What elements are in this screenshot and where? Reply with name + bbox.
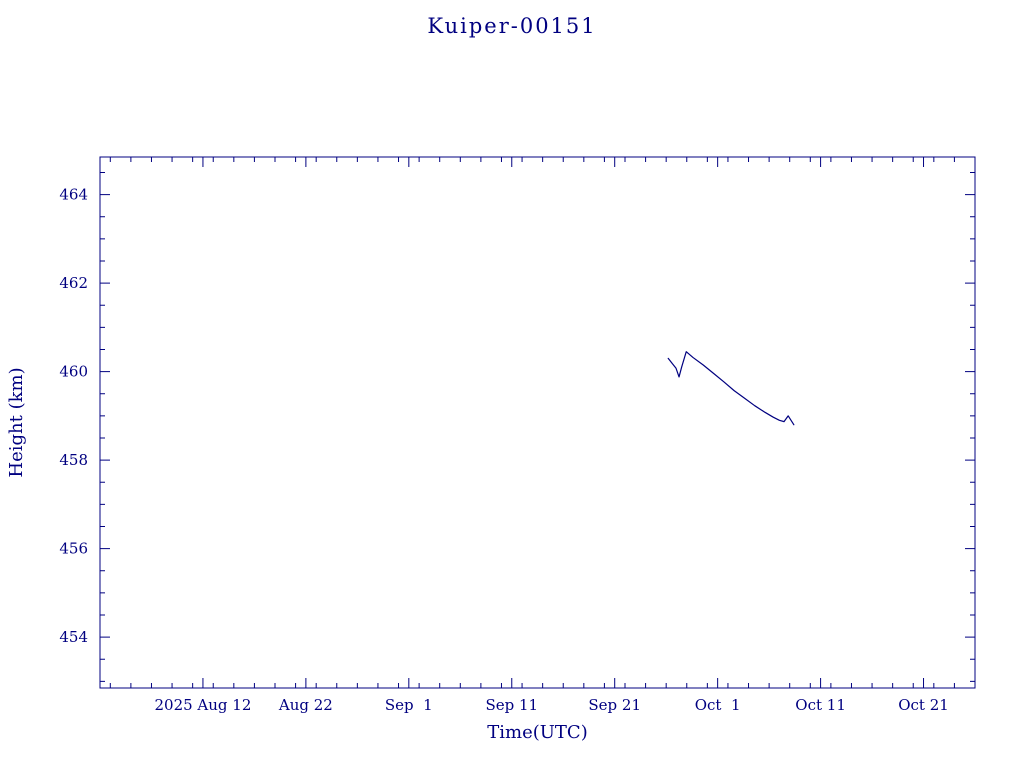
axes-frame xyxy=(99,156,976,689)
x-tick-label: 2025 Aug 12 xyxy=(154,696,251,714)
x-tick-label: Aug 22 xyxy=(278,696,333,714)
y-tick-label: 460 xyxy=(59,363,88,381)
y-tick-label: 464 xyxy=(59,186,88,204)
y-axis-label: Height (km) xyxy=(6,367,27,477)
axis-ticks xyxy=(100,157,976,688)
x-tick-label: Oct 11 xyxy=(795,696,846,714)
x-axis-label: Time(UTC) xyxy=(487,722,587,743)
x-tick-label: Oct 21 xyxy=(898,696,949,714)
y-tick-label: 456 xyxy=(59,540,88,558)
series-line-height xyxy=(667,351,795,426)
x-tick-label: Oct 1 xyxy=(695,696,741,714)
series-lines xyxy=(667,351,795,426)
axis-tick-labels: 2025 Aug 12 Aug 22 Sep 1 Sep 11 Sep 21 Oct 1 O… xyxy=(6,186,949,743)
y-tick-label: 462 xyxy=(59,274,88,292)
y-tick-label: 458 xyxy=(59,451,88,469)
x-tick-label: Sep 11 xyxy=(485,696,538,714)
y-tick-label: 454 xyxy=(59,628,88,646)
x-tick-label: Sep 1 xyxy=(385,696,433,714)
x-tick-label: Sep 21 xyxy=(588,696,641,714)
chart-title: Kuiper-00151 xyxy=(427,14,597,38)
